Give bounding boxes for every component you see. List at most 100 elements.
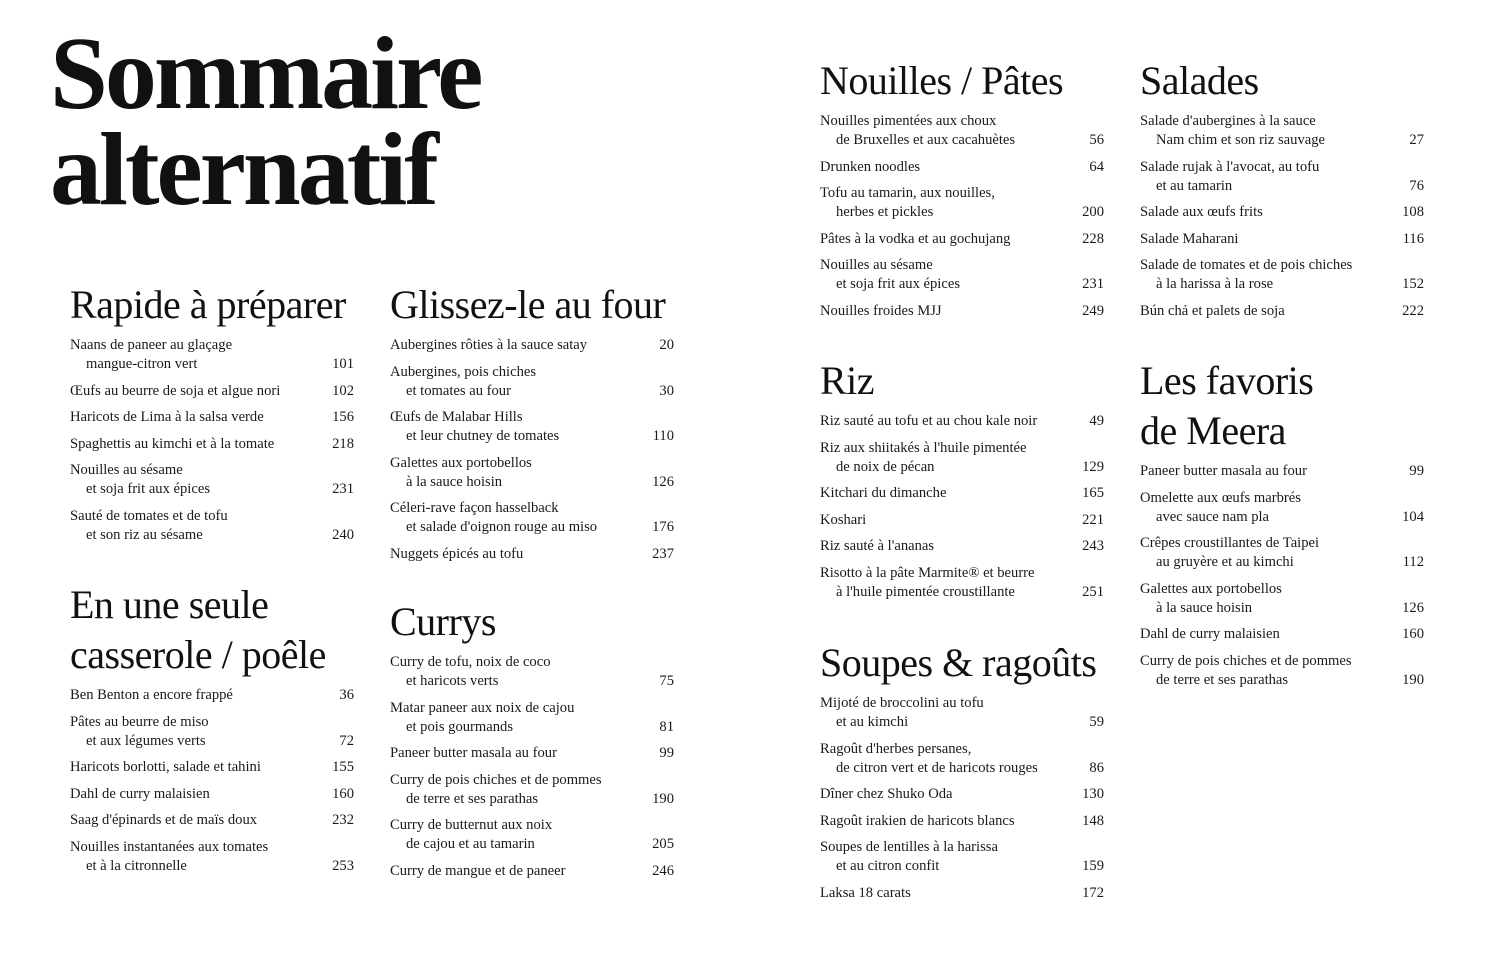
list-item: Curry de pois chiches et de pommes de ter… xyxy=(1140,652,1430,690)
page-title: Sommaire alternatif xyxy=(50,16,483,222)
list-item: Naans de paneer au glaçage mangue-citron … xyxy=(70,336,360,374)
section-currys: Currys Curry de tofu, noix de coco et hari… xyxy=(390,597,680,888)
page-number: 246 xyxy=(652,862,674,879)
recipe-title: et pois gourmands xyxy=(406,718,514,735)
list-item: Curry de pois chiches et de pommes de ter… xyxy=(390,771,680,809)
recipe-title: Paneer butter masala au four xyxy=(390,745,557,761)
recipe-title: Paneer butter masala au four xyxy=(1140,463,1307,479)
list-item: Salade aux œufs frits 108 xyxy=(1140,203,1430,222)
page-number: 36 xyxy=(339,687,354,703)
entry-list: Nouilles pimentées aux choux de Bruxelles… xyxy=(820,112,1110,321)
entry-list: Paneer butter masala au four 99 Omelette a… xyxy=(1140,462,1430,690)
entry-list: Riz sauté au tofu et au chou kale noir 49… xyxy=(820,412,1110,602)
list-item: Kitchari du dimanche 165 xyxy=(820,484,1110,503)
list-item: Mijoté de broccolini au tofu et au kimchi… xyxy=(820,694,1110,732)
page-number: 253 xyxy=(332,857,354,874)
list-item: Nouilles instantanées aux tomates et à la… xyxy=(70,838,360,876)
list-item: Spaghettis au kimchi et à la tomate 218 xyxy=(70,435,360,454)
list-item: Nouilles froides MJJ 249 xyxy=(820,302,1110,321)
entry-list: Aubergines rôties à la sauce satay 20 Aube… xyxy=(390,336,680,564)
recipe-title: Nouilles au sésame xyxy=(820,257,933,273)
page-number: 72 xyxy=(339,732,354,749)
recipe-title: Nouilles instantanées aux tomates xyxy=(70,838,269,855)
recipe-title: Nuggets épicés au tofu xyxy=(390,545,524,562)
list-item: Sauté de tomates et de tofu et son riz au… xyxy=(70,507,360,545)
page-number: 86 xyxy=(1089,759,1104,776)
page-number: 112 xyxy=(1402,554,1424,570)
page-number: 20 xyxy=(659,337,674,353)
recipe-title: Pâtes à la vodka et au gochujang xyxy=(820,230,1011,247)
list-item: Nouilles au sésame et soja frit aux épice… xyxy=(820,256,1110,294)
recipe-title: Bún chả et palets de soja xyxy=(1140,302,1285,319)
page-number: 160 xyxy=(1402,626,1424,642)
list-item: Salade rujak à l'avocat, au tofu et au ta… xyxy=(1140,158,1430,196)
page-number: 30 xyxy=(659,382,674,399)
list-item: Nuggets épicés au tofu 237 xyxy=(390,545,680,564)
list-item: Paneer butter masala au four 99 xyxy=(390,744,680,763)
recipe-title: et au citron confit xyxy=(836,858,940,874)
page-number: 160 xyxy=(332,785,354,802)
page-number: 75 xyxy=(659,673,674,689)
recipe-title: Aubergines, pois chiches xyxy=(390,363,537,380)
recipe-title: Œufs de Malabar Hills xyxy=(390,409,523,425)
recipe-title: avec sauce nam pla xyxy=(1156,508,1270,525)
section-heading-line: Nouilles / Pâtes xyxy=(820,58,1064,103)
page-number: 172 xyxy=(1082,884,1104,901)
list-item: Salade Maharani 116 xyxy=(1140,230,1430,249)
list-item: Saag d'épinards et de maïs doux 232 xyxy=(70,811,360,830)
page-number: 27 xyxy=(1409,132,1424,148)
section-en-une-seule-casserole: En une seule casserole / poêle Ben Benton … xyxy=(70,580,360,883)
recipe-title: Haricots de Lima à la salsa verde xyxy=(70,409,264,425)
recipe-title: Galettes aux portobellos xyxy=(390,454,532,471)
entry-list: Ben Benton a encore frappé 36 Pâtes au beu… xyxy=(70,686,360,876)
page-number: 49 xyxy=(1089,413,1104,429)
list-item: Ragoût d'herbes persanes, de citron vert … xyxy=(820,740,1110,778)
recipe-title: Ben Benton a encore frappé xyxy=(70,687,233,703)
page-number: 129 xyxy=(1082,458,1104,475)
recipe-title: Matar paneer aux noix de cajou xyxy=(390,699,575,716)
recipe-title: Ragoût irakien de haricots blancs xyxy=(820,812,1015,829)
section-nouilles-pates: Nouilles / Pâtes Nouilles pimentées aux c… xyxy=(820,56,1110,328)
list-item: Koshari 221 xyxy=(820,511,1110,530)
recipe-title: Œufs au beurre de soja et algue nori xyxy=(70,382,281,399)
list-item: Céleri-rave façon hasselback et salade d'… xyxy=(390,499,680,537)
recipe-title: Mijoté de broccolini au tofu xyxy=(820,695,984,711)
section-heading: Currys xyxy=(390,597,680,647)
recipe-title: Nouilles pimentées aux choux xyxy=(820,113,997,129)
list-item: Ben Benton a encore frappé 36 xyxy=(70,686,360,705)
recipe-title: Haricots borlotti, salade et tahini xyxy=(70,759,261,775)
recipe-title: et au tamarin xyxy=(1156,177,1233,194)
section-heading-line: casserole / poêle xyxy=(70,632,326,677)
list-item: Soupes de lentilles à la harissa et au ci… xyxy=(820,838,1110,876)
section-heading-line: Glissez-le au four xyxy=(390,282,666,327)
recipe-title: Curry de pois chiches et de pommes xyxy=(1140,652,1352,669)
page-number: 221 xyxy=(1082,511,1104,528)
section-heading-line: Soupes & ragoûts xyxy=(820,640,1097,685)
recipe-title: Spaghettis au kimchi et à la tomate xyxy=(70,435,275,452)
page-number: 218 xyxy=(332,435,354,452)
recipe-title: Soupes de lentilles à la harissa xyxy=(820,839,998,855)
page-number: 156 xyxy=(332,409,354,425)
recipe-title: et haricots verts xyxy=(406,673,499,689)
recipe-title: Omelette aux œufs marbrés xyxy=(1140,489,1301,506)
section-heading-line: Les favoris xyxy=(1140,358,1314,403)
page-title-line: Sommaire xyxy=(50,16,483,131)
page-number: 222 xyxy=(1402,302,1424,319)
recipe-title: Koshari xyxy=(820,511,867,528)
list-item: Tofu au tamarin, aux nouilles, herbes et … xyxy=(820,184,1110,222)
recipe-title: et son riz au sésame xyxy=(86,526,203,543)
section-heading-line: En une seule xyxy=(70,582,269,627)
page-number: 205 xyxy=(652,836,674,852)
recipe-title: Curry de mangue et de paneer xyxy=(390,862,566,879)
recipe-title: Risotto à la pâte Marmite® et beurre xyxy=(820,564,1035,581)
page-number: 102 xyxy=(332,382,354,399)
section-les-favoris-de-meera: Les favoris de Meera Paneer butter masala … xyxy=(1140,356,1430,697)
section-heading: Riz xyxy=(820,356,1110,406)
page-number: 152 xyxy=(1402,276,1424,292)
page-number: 240 xyxy=(332,526,354,543)
section-heading: Glissez-le au four xyxy=(390,280,680,330)
section-heading-line: de Meera xyxy=(1140,408,1286,453)
list-item: Ragoût irakien de haricots blancs 148 xyxy=(820,812,1110,831)
page-number: 251 xyxy=(1082,583,1104,600)
recipe-title: de terre et ses parathas xyxy=(1156,671,1289,688)
